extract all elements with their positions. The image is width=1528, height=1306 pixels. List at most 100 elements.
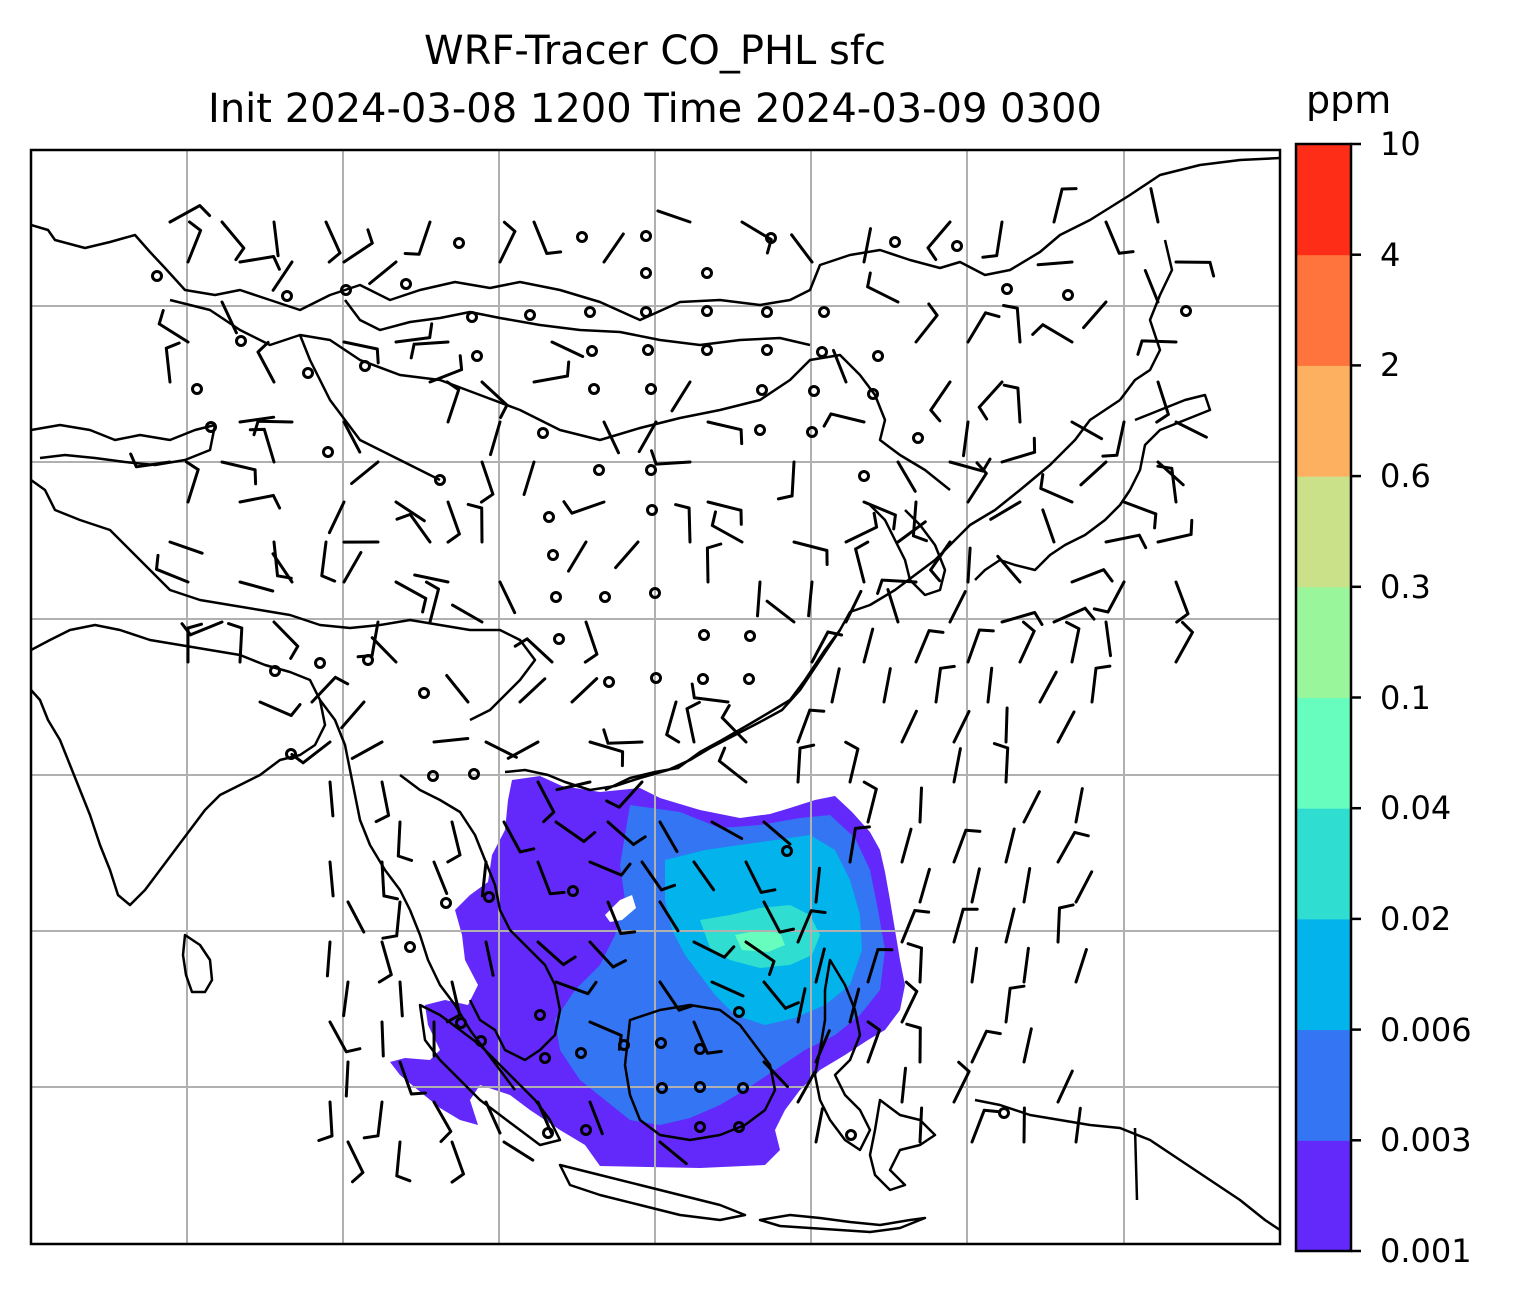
- wind-barb: [807, 580, 814, 618]
- wind-barb: [640, 860, 677, 892]
- coastlines: [31, 156, 1280, 1234]
- wind-barb: [310, 675, 350, 704]
- calm-wind-marker: [642, 344, 654, 356]
- map-title-line2: Init 2024-03-08 1200 Time 2024-03-09 030…: [208, 86, 1102, 132]
- coastline-japan: [974, 393, 1212, 581]
- calm-wind-marker: [858, 470, 870, 482]
- wind-barb: [1022, 867, 1032, 904]
- coastline-asia-north: [31, 156, 1280, 322]
- calm-wind-marker: [1180, 305, 1192, 317]
- coastline-java: [558, 1163, 747, 1222]
- wind-barb: [588, 740, 625, 768]
- coastline-okhotsk: [604, 398, 1121, 792]
- calm-wind-marker: [998, 1107, 1010, 1119]
- wind-barb: [413, 573, 450, 584]
- wind-barb: [1156, 518, 1194, 544]
- wind-barb: [1056, 903, 1075, 944]
- wind-barb: [350, 740, 384, 760]
- wind-barb: [1155, 380, 1170, 424]
- wind-barb: [220, 220, 246, 262]
- wind-barb: [428, 354, 464, 384]
- wind-barb: [325, 940, 332, 978]
- wind-barb: [670, 380, 692, 413]
- wind-barb: [1004, 984, 1026, 1024]
- colorbar-unit-label: ppm: [1306, 78, 1392, 122]
- calm-wind-marker: [951, 240, 963, 252]
- colorbar-tick-label: 2: [1380, 346, 1401, 385]
- calm-wind-marker: [889, 236, 901, 248]
- wind-barb: [536, 940, 577, 967]
- calm-wind-marker: [359, 360, 371, 372]
- wind-barb: [792, 540, 829, 566]
- wind-barb: [952, 1060, 971, 1104]
- coastline-new-guinea: [974, 1098, 1280, 1232]
- wind-barb: [986, 666, 994, 704]
- wind-barb: [814, 1029, 831, 1064]
- wind-barb: [317, 1100, 334, 1142]
- wind-barb: [1004, 907, 1016, 944]
- wind-barb: [186, 220, 203, 264]
- wind-barb: [796, 743, 816, 784]
- wind-barb: [342, 340, 380, 365]
- calm-wind-marker: [586, 345, 598, 357]
- wind-barb: [271, 260, 294, 292]
- calm-wind-marker: [524, 309, 536, 321]
- calm-wind-marker: [694, 1121, 706, 1133]
- wind-barb: [342, 980, 350, 1018]
- wind-barb: [1136, 339, 1178, 356]
- calm-wind-marker: [537, 427, 549, 439]
- wind-barb: [970, 1108, 1000, 1144]
- map-title-line1: WRF-Tracer CO_PHL sfc: [424, 28, 886, 74]
- calm-wind-marker: [404, 941, 416, 953]
- wind-barb: [328, 860, 335, 898]
- wind-barb: [1070, 568, 1114, 584]
- calm-wind-marker: [650, 672, 662, 684]
- wind-barb: [762, 820, 792, 846]
- wind-barb: [966, 628, 995, 664]
- wind-barb: [952, 828, 982, 864]
- wind-barb: [900, 827, 913, 864]
- wind-barb: [344, 1060, 350, 1098]
- calm-wind-marker: [808, 385, 820, 397]
- wind-barb: [1018, 620, 1036, 664]
- wind-barb: [381, 900, 402, 940]
- calm-wind-marker: [340, 284, 352, 296]
- wind-barb: [484, 740, 518, 759]
- border-inner-asia: [298, 334, 441, 482]
- wind-barb: [536, 860, 566, 896]
- calm-wind-marker: [694, 1081, 706, 1093]
- wind-barb: [342, 228, 374, 264]
- calm-wind-marker: [539, 1052, 551, 1064]
- wind-barb: [396, 820, 414, 862]
- coastline-central-border: [169, 298, 951, 491]
- wind-barb: [327, 500, 346, 535]
- wind-barb: [756, 580, 762, 618]
- wind-barb: [996, 554, 1022, 584]
- wind-barb: [272, 220, 280, 258]
- calm-wind-marker: [701, 344, 713, 356]
- wind-barb: [602, 420, 620, 455]
- calm-wind-marker: [534, 1009, 546, 1021]
- coastline-mongolia: [344, 299, 811, 347]
- wind-barb: [970, 867, 981, 904]
- wind-barb: [776, 460, 796, 501]
- wind-barb: [290, 740, 332, 765]
- wind-barb: [844, 589, 863, 624]
- wind-barb: [674, 503, 692, 544]
- map-gridlines: [31, 150, 1280, 1244]
- wind-barb: [394, 322, 434, 344]
- wind-barb: [692, 1020, 723, 1055]
- wind-barb: [692, 940, 736, 959]
- wind-barb: [432, 860, 449, 895]
- wind-barb: [762, 900, 795, 934]
- wind-barb: [796, 987, 807, 1024]
- calm-wind-marker: [580, 1124, 592, 1136]
- calm-wind-marker: [455, 1017, 467, 1029]
- wind-barb: [710, 820, 744, 840]
- wind-barb: [562, 500, 606, 515]
- border-central-asia: [31, 478, 537, 722]
- wind-barb: [1104, 620, 1112, 658]
- wind-barb: [848, 987, 861, 1024]
- calm-wind-marker: [1001, 283, 1013, 295]
